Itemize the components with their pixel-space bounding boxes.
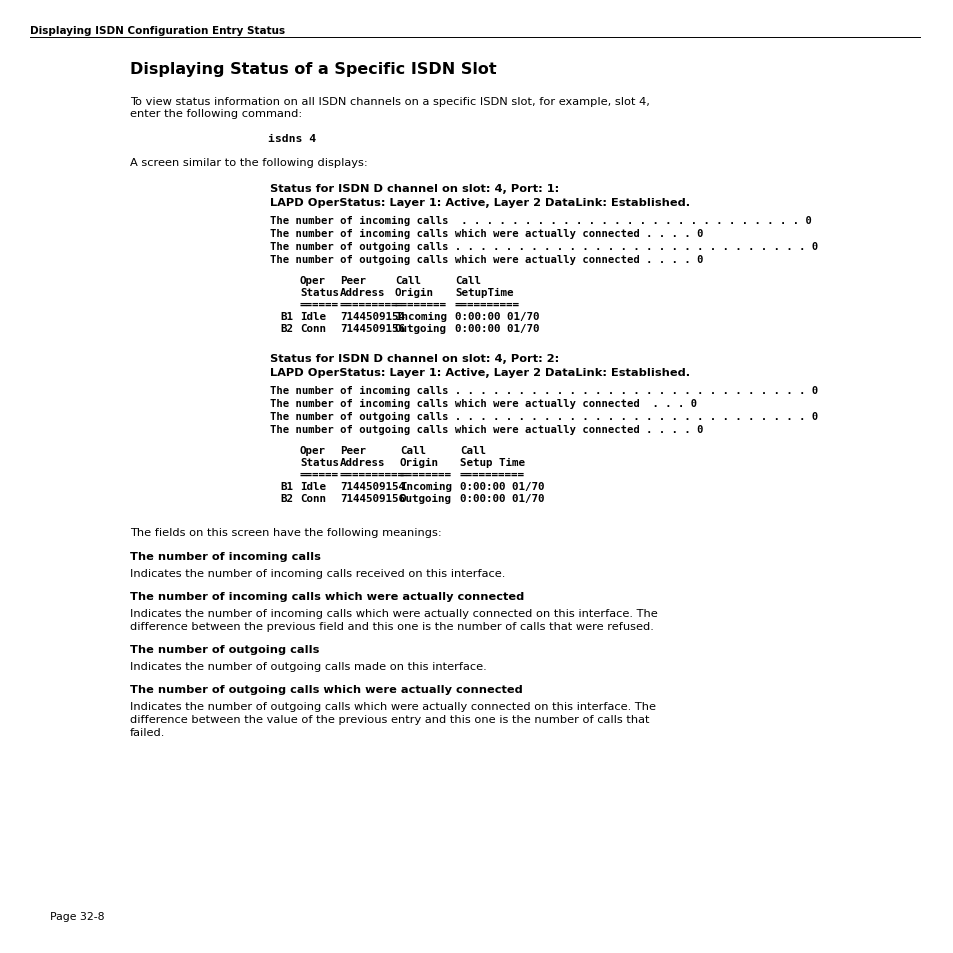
Text: 0:00:00 01/70: 0:00:00 01/70 bbox=[459, 494, 544, 503]
Text: 0:00:00 01/70: 0:00:00 01/70 bbox=[455, 312, 539, 322]
Text: The fields on this screen have the following meanings:: The fields on this screen have the follo… bbox=[130, 527, 441, 537]
Text: The number of outgoing calls: The number of outgoing calls bbox=[130, 644, 319, 655]
Text: Origin: Origin bbox=[395, 288, 434, 297]
Text: Outgoing: Outgoing bbox=[399, 494, 452, 503]
Text: failed.: failed. bbox=[130, 727, 165, 738]
Text: difference between the value of the previous entry and this one is the number of: difference between the value of the prev… bbox=[130, 714, 649, 724]
Text: The number of incoming calls . . . . . . . . . . . . . . . . . . . . . . . . . .: The number of incoming calls . . . . . .… bbox=[270, 386, 818, 395]
Text: The number of outgoing calls . . . . . . . . . . . . . . . . . . . . . . . . . .: The number of outgoing calls . . . . . .… bbox=[270, 242, 818, 252]
Text: Indicates the number of outgoing calls made on this interface.: Indicates the number of outgoing calls m… bbox=[130, 661, 486, 671]
Text: A screen similar to the following displays:: A screen similar to the following displa… bbox=[130, 158, 367, 168]
Text: Conn: Conn bbox=[299, 494, 326, 503]
Text: Call: Call bbox=[399, 446, 426, 456]
Text: Status for ISDN D channel on slot: 4, Port: 1:: Status for ISDN D channel on slot: 4, Po… bbox=[270, 184, 558, 193]
Text: The number of outgoing calls which were actually connected . . . . 0: The number of outgoing calls which were … bbox=[270, 254, 702, 265]
Text: The number of incoming calls  . . . . . . . . . . . . . . . . . . . . . . . . . : The number of incoming calls . . . . . .… bbox=[270, 215, 811, 226]
Text: B1: B1 bbox=[280, 312, 293, 322]
Text: Address: Address bbox=[339, 288, 385, 297]
Text: The number of incoming calls which were actually connected  . . . 0: The number of incoming calls which were … bbox=[270, 398, 697, 409]
Text: difference between the previous field and this one is the number of calls that w: difference between the previous field an… bbox=[130, 621, 653, 631]
Text: 0:00:00 01/70: 0:00:00 01/70 bbox=[455, 324, 539, 334]
Text: Conn: Conn bbox=[299, 324, 326, 334]
Text: 7144509154: 7144509154 bbox=[339, 312, 405, 322]
Text: Displaying Status of a Specific ISDN Slot: Displaying Status of a Specific ISDN Slo… bbox=[130, 62, 497, 77]
Text: Page 32-8: Page 32-8 bbox=[50, 911, 105, 921]
Text: Call: Call bbox=[459, 446, 485, 456]
Text: Indicates the number of outgoing calls which were actually connected on this int: Indicates the number of outgoing calls w… bbox=[130, 701, 656, 711]
Text: Address: Address bbox=[339, 457, 385, 468]
Text: ======: ====== bbox=[299, 470, 338, 479]
Text: Peer: Peer bbox=[339, 275, 366, 286]
Text: LAPD OperStatus: Layer 1: Active, Layer 2 DataLink: Established.: LAPD OperStatus: Layer 1: Active, Layer … bbox=[270, 368, 689, 377]
Text: The number of incoming calls which were actually connected . . . . 0: The number of incoming calls which were … bbox=[270, 229, 702, 239]
Text: The number of incoming calls which were actually connected: The number of incoming calls which were … bbox=[130, 592, 524, 601]
Text: =========: ========= bbox=[339, 299, 398, 310]
Text: The number of outgoing calls which were actually connected: The number of outgoing calls which were … bbox=[130, 684, 522, 695]
Text: B2: B2 bbox=[280, 494, 293, 503]
Text: Oper: Oper bbox=[299, 275, 326, 286]
Text: ======: ====== bbox=[299, 299, 338, 310]
Text: Origin: Origin bbox=[399, 457, 438, 468]
Text: Status for ISDN D channel on slot: 4, Port: 2:: Status for ISDN D channel on slot: 4, Po… bbox=[270, 354, 558, 364]
Text: Status: Status bbox=[299, 457, 338, 468]
Text: To view status information on all ISDN channels on a specific ISDN slot, for exa: To view status information on all ISDN c… bbox=[130, 97, 649, 118]
Text: The number of outgoing calls which were actually connected . . . . 0: The number of outgoing calls which were … bbox=[270, 424, 702, 435]
Text: Peer: Peer bbox=[339, 446, 366, 456]
Text: Incoming: Incoming bbox=[399, 481, 452, 492]
Text: 7144509156: 7144509156 bbox=[339, 494, 405, 503]
Text: Idle: Idle bbox=[299, 481, 326, 492]
Text: Indicates the number of incoming calls which were actually connected on this int: Indicates the number of incoming calls w… bbox=[130, 608, 657, 618]
Text: Setup Time: Setup Time bbox=[459, 457, 524, 468]
Text: The number of outgoing calls . . . . . . . . . . . . . . . . . . . . . . . . . .: The number of outgoing calls . . . . . .… bbox=[270, 412, 818, 421]
Text: B1: B1 bbox=[280, 481, 293, 492]
Text: 7144509156: 7144509156 bbox=[339, 324, 405, 334]
Text: Incoming: Incoming bbox=[395, 312, 447, 322]
Text: SetupTime: SetupTime bbox=[455, 288, 513, 297]
Text: isdns 4: isdns 4 bbox=[268, 133, 315, 144]
Text: 0:00:00 01/70: 0:00:00 01/70 bbox=[459, 481, 544, 492]
Text: ========: ======== bbox=[395, 299, 447, 310]
Text: Call: Call bbox=[455, 275, 480, 286]
Text: ========: ======== bbox=[399, 470, 452, 479]
Text: ==========: ========== bbox=[459, 470, 524, 479]
Text: Oper: Oper bbox=[299, 446, 326, 456]
Text: ==========: ========== bbox=[339, 470, 405, 479]
Text: Indicates the number of incoming calls received on this interface.: Indicates the number of incoming calls r… bbox=[130, 568, 505, 578]
Text: Displaying ISDN Configuration Entry Status: Displaying ISDN Configuration Entry Stat… bbox=[30, 26, 285, 36]
Text: Outgoing: Outgoing bbox=[395, 324, 447, 334]
Text: The number of incoming calls: The number of incoming calls bbox=[130, 552, 320, 561]
Text: Call: Call bbox=[395, 275, 420, 286]
Text: B2: B2 bbox=[280, 324, 293, 334]
Text: ==========: ========== bbox=[455, 299, 519, 310]
Text: Idle: Idle bbox=[299, 312, 326, 322]
Text: Status: Status bbox=[299, 288, 338, 297]
Text: LAPD OperStatus: Layer 1: Active, Layer 2 DataLink: Established.: LAPD OperStatus: Layer 1: Active, Layer … bbox=[270, 198, 689, 208]
Text: 7144509154: 7144509154 bbox=[339, 481, 405, 492]
